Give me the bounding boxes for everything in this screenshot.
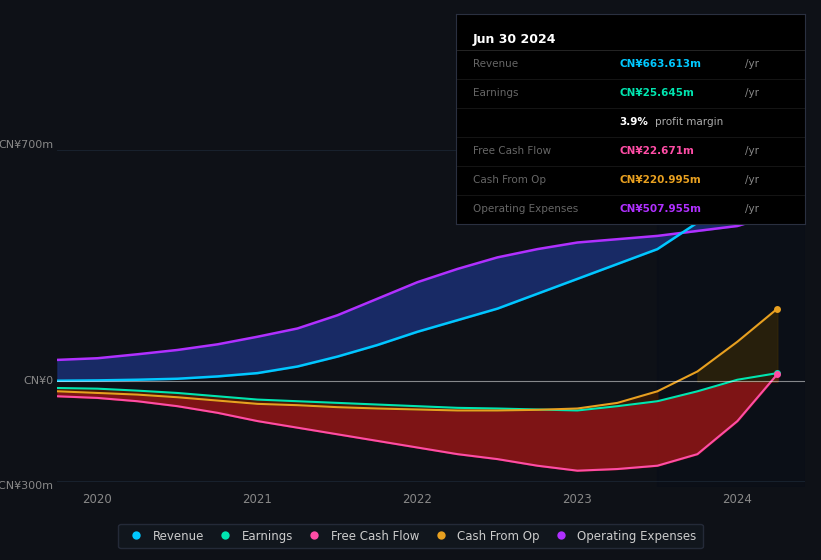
Text: /yr: /yr [745,88,759,98]
Text: /yr: /yr [745,59,759,69]
Text: CN¥0: CN¥0 [24,376,53,386]
Text: Operating Expenses: Operating Expenses [473,204,578,214]
Text: /yr: /yr [745,204,759,214]
Text: -CN¥300m: -CN¥300m [0,480,53,491]
Text: CN¥663.613m: CN¥663.613m [620,59,702,69]
Text: CN¥25.645m: CN¥25.645m [620,88,695,98]
Text: CN¥22.671m: CN¥22.671m [620,146,695,156]
Bar [658,140,805,487]
Text: /yr: /yr [745,175,759,185]
Text: Cash From Op: Cash From Op [473,175,546,185]
Text: 3.9%: 3.9% [620,118,649,127]
Legend: Revenue, Earnings, Free Cash Flow, Cash From Op, Operating Expenses: Revenue, Earnings, Free Cash Flow, Cash … [118,524,703,548]
Text: /yr: /yr [745,146,759,156]
Text: Jun 30 2024: Jun 30 2024 [473,33,557,46]
Text: Revenue: Revenue [473,59,518,69]
Text: Free Cash Flow: Free Cash Flow [473,146,551,156]
Text: CN¥220.995m: CN¥220.995m [620,175,701,185]
Text: Earnings: Earnings [473,88,519,98]
Text: CN¥700m: CN¥700m [0,140,53,150]
Text: CN¥507.955m: CN¥507.955m [620,204,702,214]
Text: profit margin: profit margin [654,118,722,127]
